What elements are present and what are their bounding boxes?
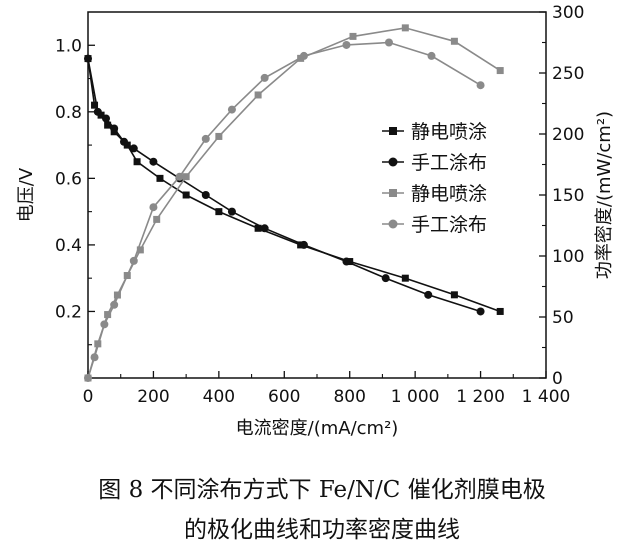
y-right-tick-label: 250 (552, 64, 584, 84)
chart: 0 200 400 600 800 1 000 1 200 1 400 0.2 0.4 0.6 0.8… (16, 3, 615, 439)
series-4-point (260, 73, 269, 82)
series-4-point (110, 300, 119, 309)
series-2-point (93, 107, 102, 116)
series-1-point (401, 274, 409, 282)
series-1-point (496, 307, 504, 315)
legend-marker (388, 219, 398, 229)
series-4-point (384, 38, 393, 47)
series-line-4 (87, 41, 482, 379)
series-2-point (149, 157, 158, 166)
series-2-point (101, 114, 110, 123)
legend-label: 手工涂布 (411, 152, 487, 174)
series-4-point (149, 203, 158, 212)
series-2-point (129, 144, 138, 153)
y-left-tick-label: 0.6 (55, 169, 82, 189)
caption-line-1: 图 8 不同涂布方式下 Fe/N/C 催化剂膜电极 (98, 477, 546, 503)
series-1-point (91, 101, 99, 109)
x-tick-label: 1 200 (456, 387, 505, 407)
legend-marker (389, 189, 397, 197)
series-2-point (299, 240, 308, 249)
series-2-point (476, 307, 485, 316)
series-2-point (110, 124, 119, 133)
series-1-point (133, 158, 141, 166)
series-2-point (260, 224, 269, 233)
series-3-point (254, 91, 262, 99)
y-left-tick-label: 0.4 (55, 236, 82, 256)
x-tick-label: 1 400 (522, 387, 571, 407)
series-2-point (381, 274, 390, 283)
series-4-point (129, 256, 138, 265)
series-4-point (299, 51, 308, 60)
series-3-point (182, 173, 190, 181)
x-tick-label: 0 (83, 387, 94, 407)
y-right-tick-label: 0 (552, 369, 563, 389)
series-4-point (100, 320, 109, 329)
series-4-point (201, 134, 210, 143)
legend-marker (389, 127, 397, 135)
series-3-point (450, 37, 458, 45)
legend-label: 静电喷涂 (411, 121, 487, 143)
series-3-point (104, 311, 112, 319)
x-axis-title: 电流密度/(mA/cm²) (236, 418, 399, 439)
y-left-tick-label: 0.2 (55, 302, 82, 322)
figure-caption: 图 8 不同涂布方式下 Fe/N/C 催化剂膜电极 的极化曲线和功率密度曲线 (0, 470, 644, 550)
legend-label: 手工涂布 (411, 214, 487, 236)
legend-marker (388, 157, 398, 167)
legend-label: 静电喷涂 (411, 183, 487, 205)
x-tick-label: 1 000 (391, 387, 440, 407)
y-left-tick-label: 0.8 (55, 103, 82, 123)
y-right-tick-label: 300 (552, 3, 584, 23)
y-right-tick-label: 200 (552, 125, 584, 145)
series-2-point (201, 191, 210, 199)
series-1-point (156, 174, 164, 182)
y-left-tick-label: 1.0 (55, 36, 82, 56)
series-4-point (476, 81, 485, 90)
series-line-2 (87, 58, 481, 313)
series-3-point (215, 132, 223, 140)
series-4-point (342, 40, 351, 49)
series-4-point (84, 374, 92, 382)
series-4-point (427, 51, 436, 60)
series-1-point (182, 191, 190, 199)
series-2-point (84, 54, 92, 63)
y-right-axis-title: 功率密度/(mW/cm²) (594, 111, 615, 279)
y-right-tick-label: 50 (552, 308, 574, 328)
series-2-point (119, 137, 128, 146)
series-1-point (123, 141, 131, 149)
y-right-tick-label: 100 (552, 247, 584, 267)
series-4-point (90, 353, 99, 362)
series-1-point (104, 121, 112, 129)
caption-line-2: 的极化曲线和功率密度曲线 (184, 517, 460, 543)
series-2-point (342, 257, 351, 266)
series-3-point (136, 246, 144, 254)
series-1-point (450, 291, 458, 299)
series-2-point (227, 207, 236, 216)
x-tick-label: 400 (203, 387, 235, 407)
series-3-point (153, 215, 161, 223)
y-left-axis-title: 电压/V (16, 167, 37, 222)
series-1-point (254, 224, 262, 232)
x-tick-label: 800 (333, 387, 365, 407)
series-3-point (113, 291, 121, 299)
series-4-point (175, 172, 184, 181)
series-3-point (496, 67, 504, 75)
x-tick-label: 600 (268, 387, 300, 407)
series-3-point (401, 24, 409, 32)
x-tick-label: 200 (137, 387, 169, 407)
series-4-point (227, 105, 236, 114)
series-3-point (349, 32, 357, 40)
series-1-point (215, 208, 223, 216)
y-right-tick-label: 150 (552, 186, 584, 206)
series-2-point (424, 290, 433, 299)
